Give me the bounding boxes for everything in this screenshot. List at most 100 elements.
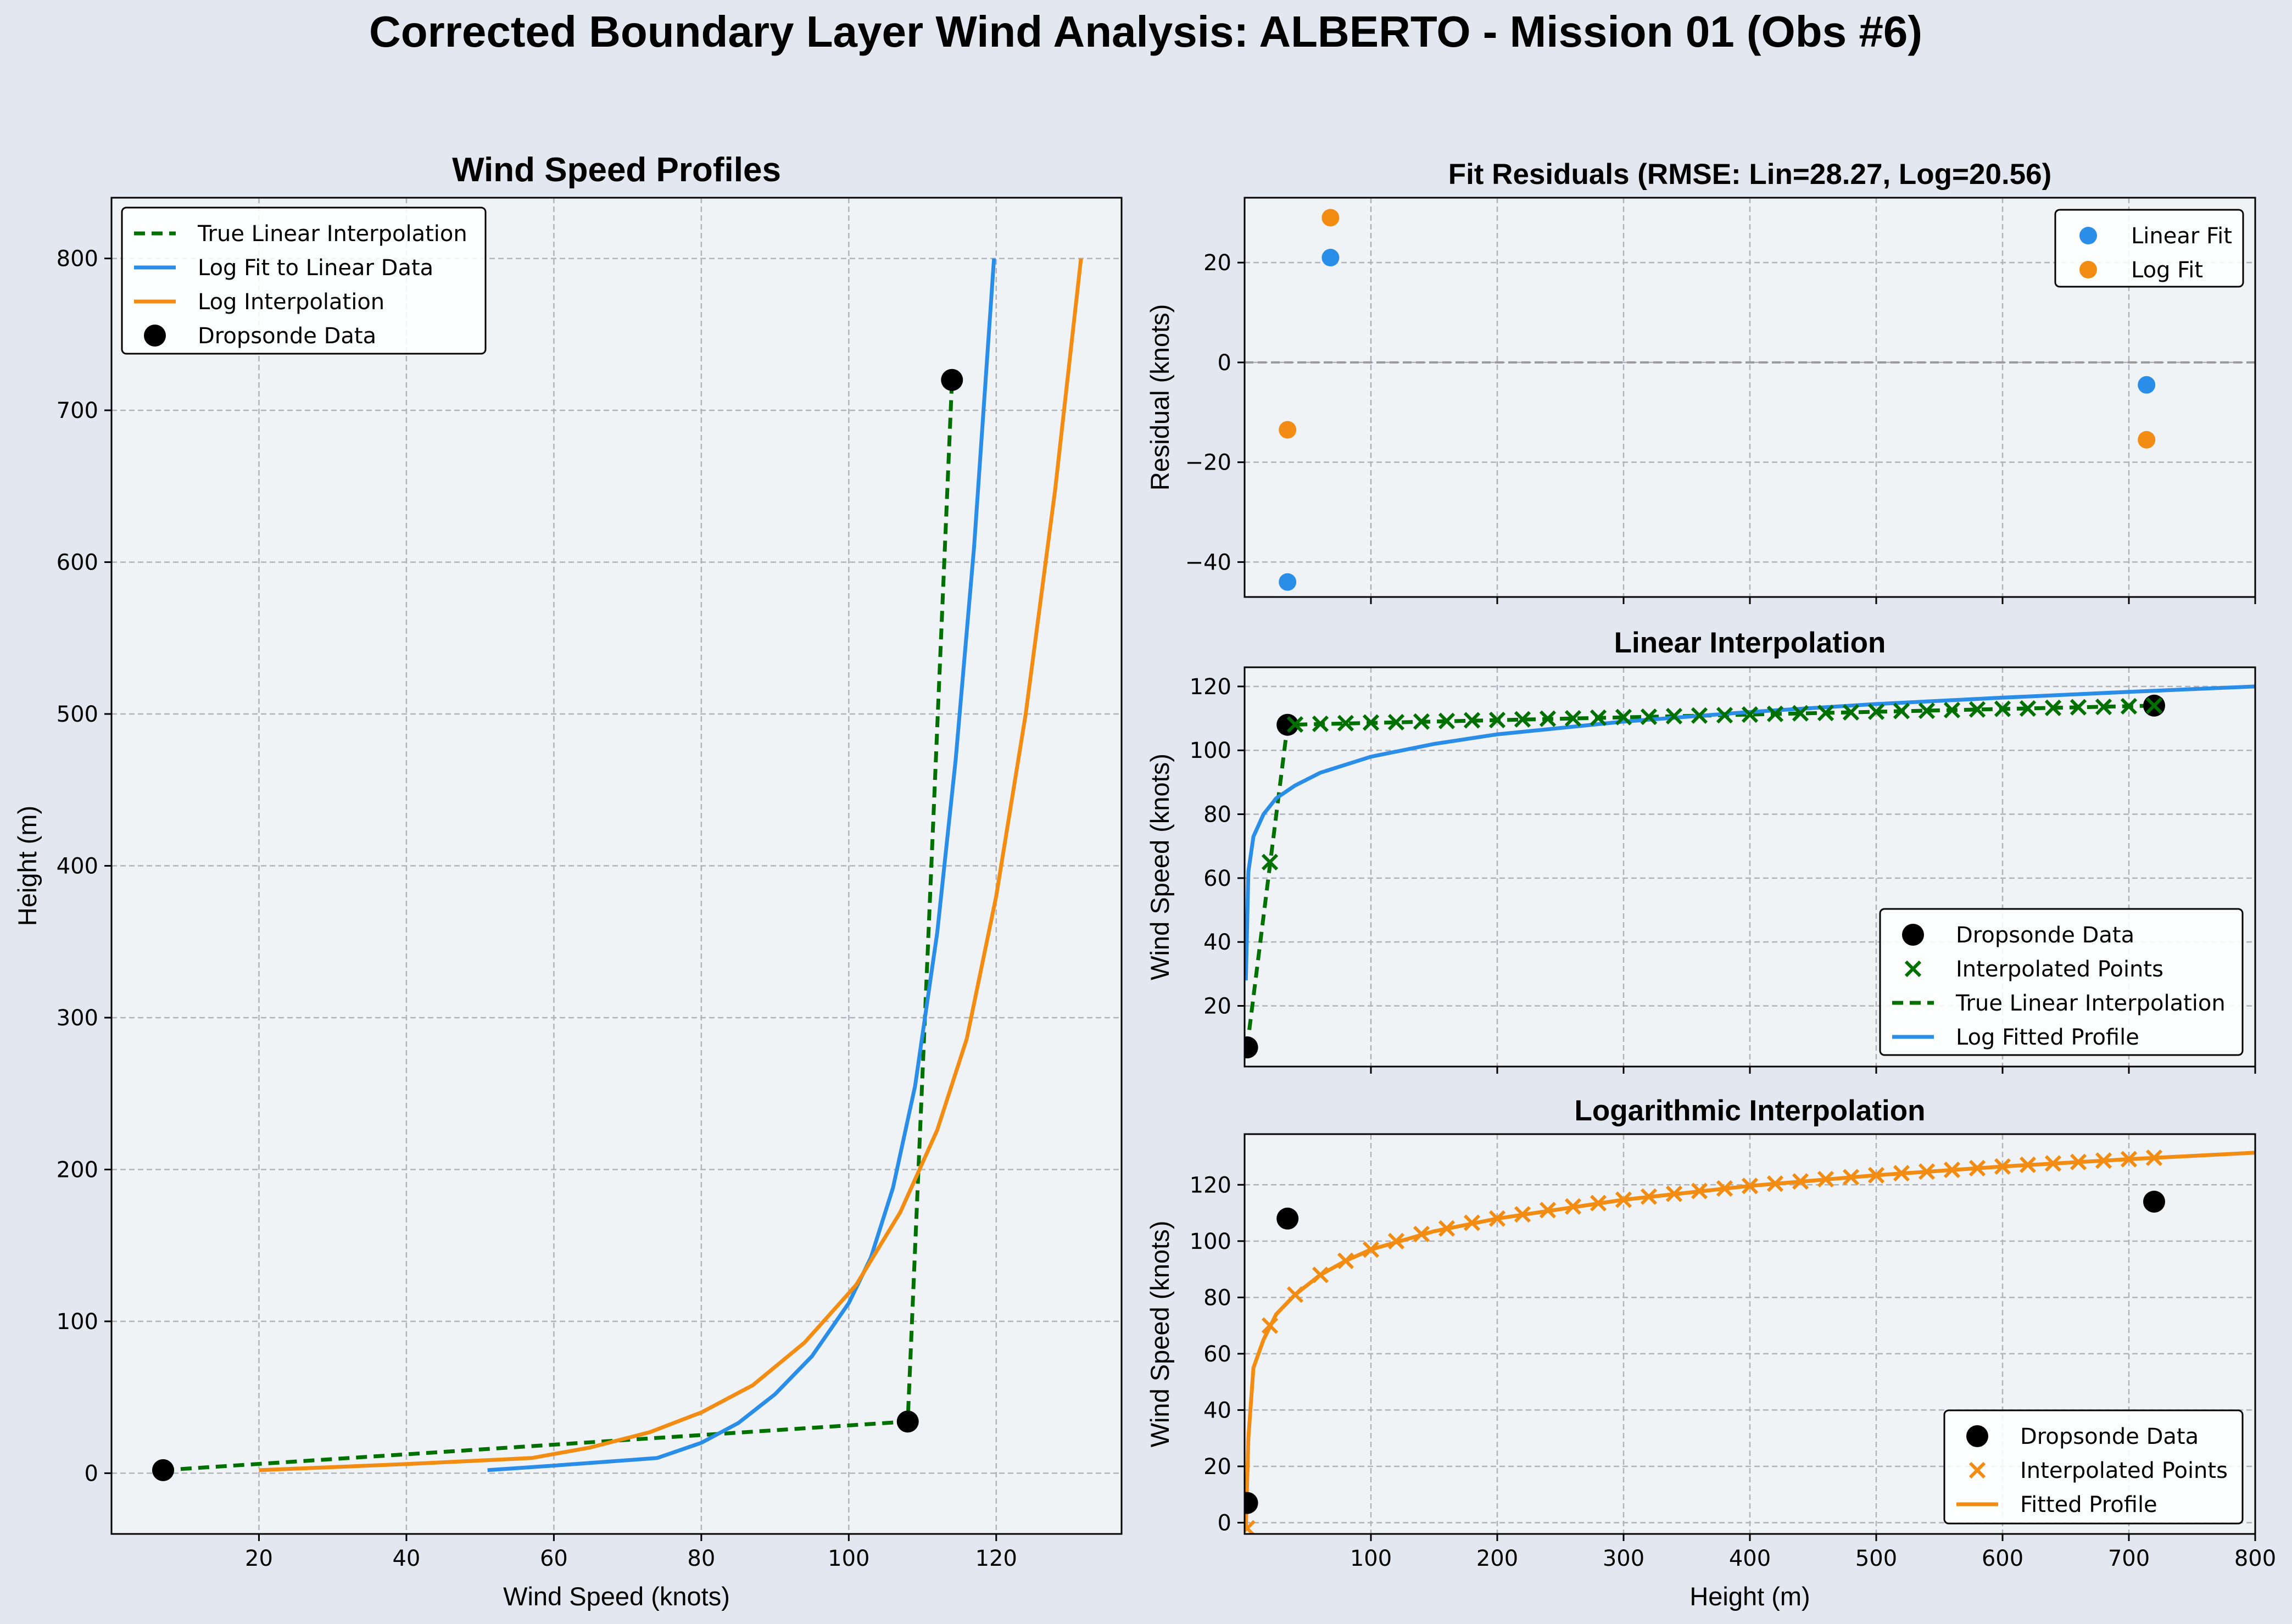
data-point [1276, 1207, 1299, 1230]
cross-marker [1893, 1165, 1910, 1182]
series-line [259, 258, 1083, 1472]
x-tick-label: 20 [245, 1546, 273, 1571]
y-tick-label: 0 [1218, 1510, 1231, 1536]
x-tick-label: 120 [975, 1546, 1017, 1571]
cross-marker [1766, 1175, 1784, 1192]
cross-marker [1716, 1180, 1733, 1197]
data-point [2143, 1191, 2165, 1213]
cross-marker [1564, 1198, 1582, 1215]
cross-marker [1438, 1220, 1455, 1237]
cross-marker [1817, 705, 1834, 722]
legend-label: Log Interpolation [198, 289, 384, 315]
y-tick-label: 40 [1203, 1398, 1231, 1423]
cross-marker [1691, 707, 1708, 724]
cross-marker [1640, 708, 1658, 726]
legend: Linear Fit Log Fit [2054, 209, 2244, 288]
y-axis-label: Residual (knots) [1145, 304, 1174, 491]
cross-marker [1590, 709, 1607, 727]
legend-label: Log Fit [2131, 258, 2203, 283]
cross-marker [1741, 706, 1759, 723]
legend-label: Fitted Profile [2020, 1492, 2157, 1517]
panel-title: Logarithmic Interpolation [1575, 1095, 1926, 1127]
y-tick-label: 120 [1190, 1173, 1231, 1198]
x-tick-label: 40 [392, 1546, 420, 1571]
y-tick-label: 100 [1190, 738, 1231, 763]
y-tick-label: 0 [85, 1461, 98, 1486]
cross-marker [1792, 705, 1809, 722]
x-tick-label: 700 [2108, 1546, 2150, 1571]
legend-box [1879, 908, 2244, 1056]
cross-marker [1893, 702, 1910, 719]
cross-marker [1387, 1232, 1405, 1249]
panel-residuals: −40 −20 0 20 Fit Residuals (RMSE: Lin=28.27,… [1145, 158, 2256, 604]
cross-marker [1362, 714, 1380, 731]
y-tick-label: 0 [1218, 350, 1231, 376]
cross-marker [1867, 703, 1885, 720]
y-tick-label: 20 [1203, 1454, 1231, 1480]
y-tick-label: −40 [1185, 550, 1231, 575]
chart-panels: 20 40 60 80 100 1200100200300400500600700800W… [13, 151, 2276, 1611]
cross-marker [1665, 707, 1683, 725]
data-point [1279, 421, 1297, 439]
cross-marker [1590, 1195, 1607, 1212]
x-tick-label: 80 [687, 1546, 715, 1571]
cross-marker [1539, 710, 1557, 727]
cross-marker [2145, 697, 2163, 714]
cross-marker [1943, 1161, 1961, 1179]
cross-marker [1691, 1182, 1708, 1199]
cross-marker [1514, 711, 1531, 728]
x-tick-label: 600 [1982, 1546, 2023, 1571]
cross-marker [1413, 713, 1430, 730]
series-layer [1245, 1149, 2255, 1534]
data-point [2138, 376, 2156, 394]
legend-cross-swatch [1904, 960, 1922, 978]
cross-marker [1615, 708, 1632, 726]
cross-marker [1286, 716, 1304, 733]
cross-marker [1413, 1225, 1430, 1243]
legend-box [1943, 1409, 2244, 1525]
cross-marker [2070, 699, 2087, 716]
y-tick-label: −20 [1185, 450, 1231, 476]
cross-marker [1918, 702, 1936, 719]
cross-marker [1463, 1214, 1481, 1231]
legend-box [2054, 209, 2244, 288]
legend-marker-swatch [1966, 1425, 1988, 1447]
x-axis-label: Height (m) [1689, 1582, 1810, 1611]
x-axis-label: Wind Speed (knots) [503, 1582, 730, 1611]
legend: Dropsonde Data Interpolated Points Fitted … [1943, 1409, 2244, 1525]
x-tick-label: 300 [1603, 1546, 1644, 1571]
y-axis-label: Wind Speed (knots) [1145, 1221, 1174, 1448]
cross-marker [1665, 1185, 1683, 1202]
cross-marker [1842, 704, 1860, 721]
legend-marker-swatch [1902, 924, 1924, 946]
cross-marker [1994, 1158, 2011, 1175]
cross-marker [2120, 697, 2138, 715]
cross-marker [1741, 1177, 1759, 1195]
cross-marker [1438, 712, 1455, 729]
cross-marker [2095, 1152, 2112, 1169]
y-tick-label: 80 [1203, 802, 1231, 828]
y-tick-label: 20 [1203, 250, 1231, 276]
legend-cross-swatch [1968, 1461, 1986, 1479]
legend-label: Log Fitted Profile [1956, 1025, 2139, 1050]
cross-marker [1245, 1520, 1256, 1534]
series-line [487, 258, 996, 1472]
y-tick-label: 500 [57, 702, 98, 727]
x-tick-label: 800 [2234, 1546, 2276, 1571]
data-point [941, 369, 963, 391]
legend: True Linear Interpolation Log Fit to Line… [121, 207, 487, 355]
cross-marker [1867, 1167, 1885, 1184]
legend-label: Dropsonde Data [2020, 1424, 2199, 1449]
legend: Dropsonde Data Interpolated Points True Li… [1879, 908, 2244, 1056]
y-tick-label: 60 [1203, 866, 1231, 891]
legend-box [121, 207, 487, 355]
data-point [1245, 1492, 1258, 1514]
panel-profiles: 20 40 60 80 100 120 0 100 200 300 400 500 600 700 800 W… [13, 151, 1123, 1611]
data-point [1245, 1036, 1258, 1059]
legend-label: True Linear Interpolation [1955, 991, 2226, 1016]
series-layer [152, 258, 1083, 1481]
y-tick-label: 60 [1203, 1342, 1231, 1367]
series-layer [1245, 684, 2255, 1059]
cross-marker [1943, 701, 1961, 719]
cross-marker [1994, 700, 2011, 717]
